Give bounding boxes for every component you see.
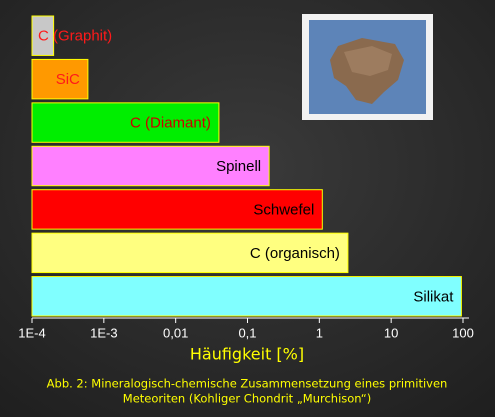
bar-label: C (organisch) bbox=[250, 245, 340, 262]
caption: Abb. 2: Mineralogisch-chemische Zusammen… bbox=[47, 377, 448, 391]
x-tick-label: 10 bbox=[384, 325, 398, 340]
bar-label: C (Diamant) bbox=[130, 115, 211, 132]
bar-label: Spinell bbox=[216, 158, 261, 175]
bar bbox=[32, 277, 461, 316]
bar-label: C (Graphit) bbox=[38, 28, 112, 45]
x-tick-label: 1 bbox=[316, 325, 323, 340]
bar-label: Schwefel bbox=[253, 201, 314, 218]
x-tick-label: 1E-3 bbox=[90, 325, 117, 340]
bar-label: Silikat bbox=[413, 288, 454, 305]
meteorite-photo bbox=[302, 14, 433, 120]
x-tick-label: 100 bbox=[452, 325, 474, 340]
caption: Meteoriten (Kohliger Chondrit „Murchison… bbox=[123, 392, 371, 406]
bar-label: SiC bbox=[56, 71, 80, 88]
x-axis-label: Häufigkeit [%] bbox=[190, 345, 304, 364]
page: {"chart_data": {"type": "bar", "orientat… bbox=[0, 0, 495, 417]
x-tick-label: 1E-4 bbox=[18, 325, 45, 340]
x-tick-label: 0,01 bbox=[163, 325, 188, 340]
chart: Häufigkeit [%] Abb. 2: Mineralogisch-che… bbox=[0, 0, 495, 417]
x-tick-label: 0,1 bbox=[238, 325, 256, 340]
